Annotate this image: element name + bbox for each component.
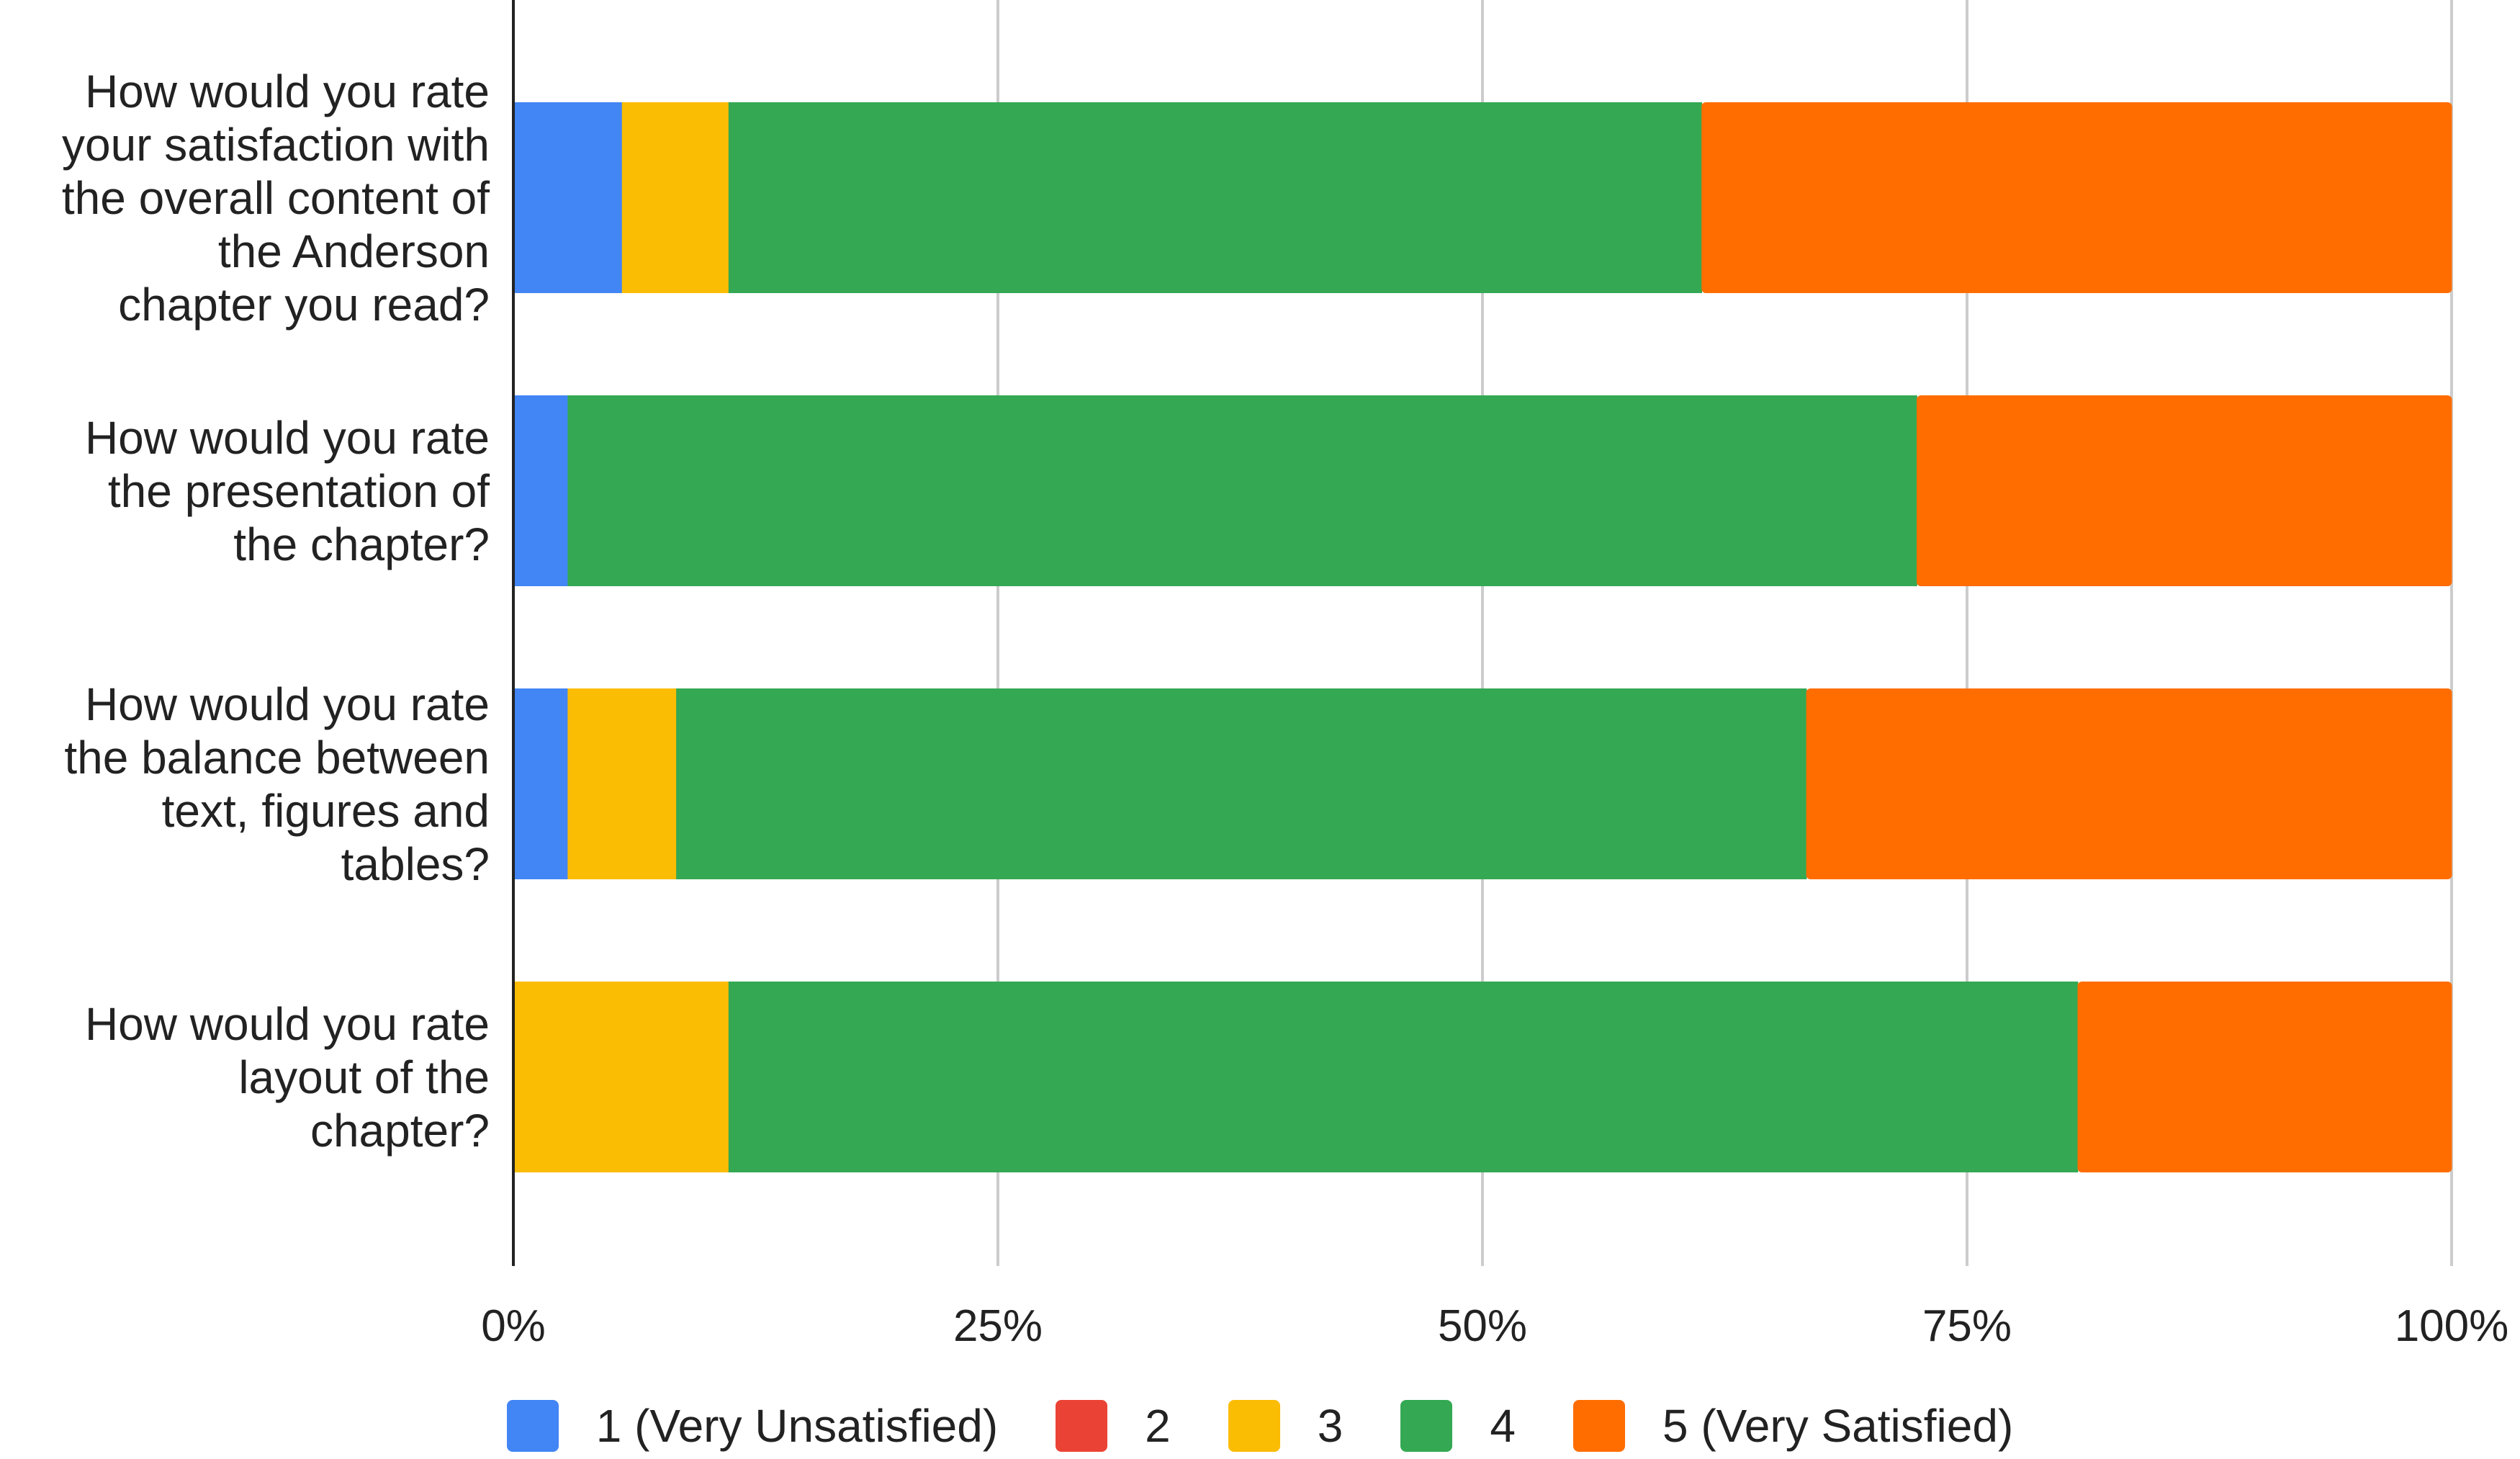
legend-label: 4 — [1490, 1400, 1516, 1452]
category-label-line: the overall content of — [61, 171, 490, 224]
category-label-line: layout of the — [238, 1051, 490, 1103]
bar-segment — [1701, 102, 2452, 293]
category-label-line: How would you rate — [84, 678, 490, 730]
category-label-line: the balance between — [64, 731, 490, 784]
legend-label: 2 — [1145, 1400, 1171, 1452]
x-tick-label: 0% — [481, 1301, 546, 1351]
category-label-line: How would you rate — [84, 997, 490, 1050]
legend-swatch — [1228, 1400, 1280, 1452]
bar-segment — [728, 102, 1702, 293]
x-axis-tick-labels: 0% 25% 50% 75% 100% — [481, 1301, 2508, 1351]
legend-label: 1 (Very Unsatisfied) — [595, 1400, 999, 1452]
bar-segment — [513, 395, 569, 586]
legend-item: 1 (Very Unsatisfied) — [506, 1399, 999, 1453]
legend-item: 4 — [1400, 1399, 1516, 1453]
category-label-line: the presentation of — [107, 464, 490, 517]
bar-segment — [513, 982, 729, 1172]
category-label-line: chapter? — [310, 1104, 490, 1157]
bar-segment — [567, 688, 677, 879]
category-label: How would you rate your satisfaction with… — [0, 65, 490, 331]
legend-label: 5 (Very Satisfied) — [1662, 1400, 2014, 1452]
category-label: How would you rate the balance between tex… — [0, 678, 490, 891]
bar-segment — [1806, 688, 2452, 879]
category-label-line: the chapter? — [233, 518, 490, 570]
bar-segment — [676, 688, 1807, 879]
category-label-line: text, figures and — [161, 784, 490, 837]
bar-segment — [728, 982, 2079, 1172]
legend: 1 (Very Unsatisfied) 2 3 4 5 (Very Satisfied… — [0, 1397, 2520, 1455]
legend-label: 3 — [1317, 1400, 1344, 1452]
legend-item: 3 — [1228, 1399, 1344, 1453]
legend-swatch — [506, 1400, 559, 1452]
bar-segment — [513, 688, 569, 879]
category-label: How would you rate the presentation of the… — [0, 411, 490, 571]
legend-item: 2 — [1056, 1399, 1171, 1453]
category-label-line: your satisfaction with — [61, 118, 490, 171]
category-label-line: tables? — [341, 838, 490, 890]
category-label-line: the Anderson — [217, 225, 490, 277]
legend-swatch — [1400, 1400, 1453, 1452]
x-tick-label: 100% — [2395, 1301, 2509, 1351]
legend-item: 5 (Very Satisfied) — [1572, 1399, 2014, 1453]
category-label-line: How would you rate — [84, 411, 490, 464]
bar-segment — [2077, 982, 2452, 1172]
category-label-line: chapter you read? — [118, 278, 490, 331]
bar-segment — [621, 102, 729, 293]
legend-swatch — [1056, 1400, 1108, 1452]
x-tick-label: 25% — [953, 1301, 1043, 1351]
bar-segment — [1917, 395, 2452, 586]
x-tick-label: 75% — [1922, 1301, 2012, 1351]
legend-swatch — [1572, 1400, 1625, 1452]
x-tick-label: 50% — [1438, 1301, 1527, 1351]
bar-segment — [567, 395, 1917, 586]
category-label: How would you rate layout of the chapter? — [0, 997, 490, 1157]
category-label-line: How would you rate — [84, 65, 490, 117]
bar-segment — [513, 102, 623, 293]
bars — [513, 102, 2452, 1172]
